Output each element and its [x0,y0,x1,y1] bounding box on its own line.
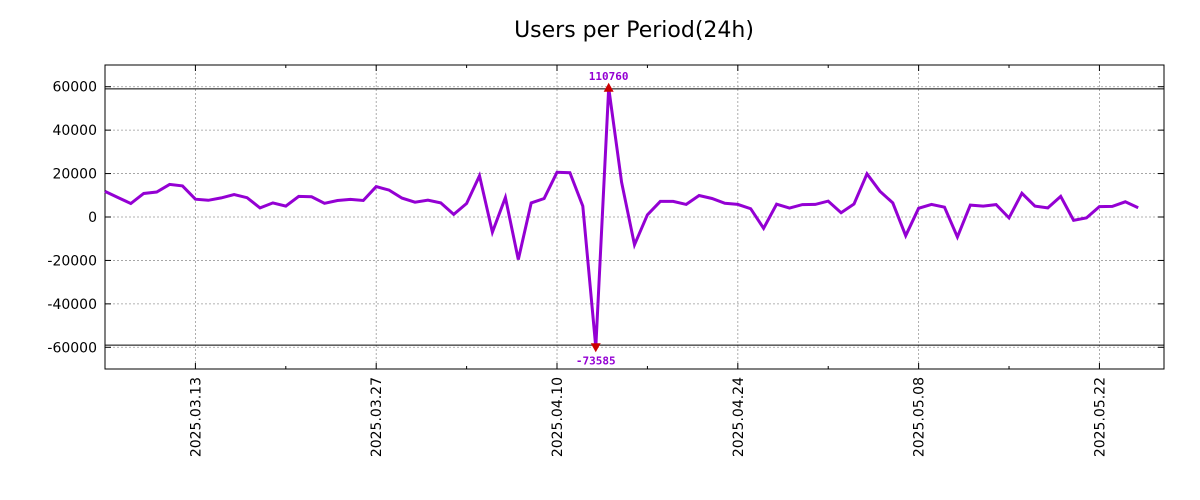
x-tick-label: 2025.04.10 [550,377,566,457]
y-tick-label: -40000 [47,297,97,313]
axis-ticks [105,65,1164,369]
annotations: 110760 -73585 [576,70,629,367]
series-layer [104,87,1139,348]
x-axis-tick-labels: 2025.03.13 2025.03.27 2025.04.10 2025.04.24… [188,377,1108,457]
annotation-marker-max [603,82,614,92]
grid [105,65,1164,369]
y-tick-label: 60000 [52,80,97,96]
y-tick-label: 0 [88,210,97,226]
annotation-marker-min [590,343,601,353]
y-tick-label: -60000 [47,340,97,356]
x-tick-label: 2025.03.13 [188,377,204,457]
y-tick-label: 40000 [52,123,97,139]
annotation-label-min: -73585 [576,354,616,367]
y-axis-tick-labels: 60000 40000 20000 0 -20000 -40000 -60000 [47,80,97,357]
y-tick-label: -20000 [47,253,97,269]
chart-title: Users per Period(24h) [514,18,754,43]
x-tick-label: 2025.05.08 [912,377,928,457]
x-tick-label: 2025.04.24 [731,377,747,457]
annotation-label-max: 110760 [589,70,629,83]
x-tick-label: 2025.05.22 [1092,377,1108,457]
series-line-users [104,87,1139,348]
y-tick-label: 20000 [52,167,97,183]
reference-lines [105,88,1164,346]
x-tick-label: 2025.03.27 [369,377,385,457]
